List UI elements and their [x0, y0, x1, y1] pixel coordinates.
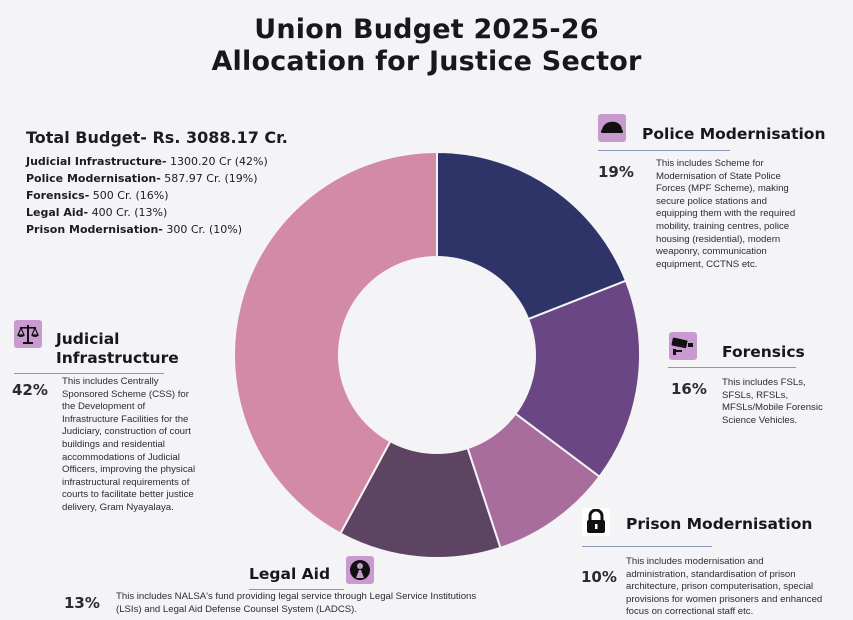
summary-label: Forensics-: [26, 189, 90, 202]
police-percent: 19%: [598, 163, 634, 181]
desc-line: Infrastructure Facilities for the: [62, 413, 189, 425]
desc-line: Modernisation of State Police: [656, 170, 781, 182]
summary-label: Legal Aid-: [26, 206, 89, 219]
donut-hole: [338, 256, 536, 454]
judicial-title-line-2: Infrastructure: [56, 349, 179, 367]
summary-row-forensics: Forensics- 500 Cr. (16%): [26, 187, 268, 204]
desc-line: mobility, training centres, police: [656, 220, 790, 232]
summary-row-prison: Prison Modernisation- 300 Cr. (10%): [26, 221, 268, 238]
summary-label: Prison Modernisation-: [26, 223, 163, 236]
forensics-description: This includes FSLs, SFSLs, RFSLs, MFSLs/…: [722, 377, 847, 427]
desc-line: accommodations of Judicial: [62, 451, 180, 463]
budget-summary: Judicial Infrastructure- 1300.20 Cr (42%…: [26, 153, 268, 238]
lawyer-icon: [346, 556, 374, 584]
summary-value: 500 Cr. (16%): [89, 189, 169, 202]
desc-line: courts to facilitate better justice: [62, 489, 194, 501]
desc-line: This includes modernisation and: [626, 556, 764, 567]
legal-aid-divider: [249, 589, 344, 590]
summary-row-police: Police Modernisation- 587.97 Cr. (19%): [26, 170, 268, 187]
desc-line: delivery, Gram Nyayalaya.: [62, 501, 174, 513]
judicial-percent: 42%: [12, 381, 48, 399]
scales-of-justice-icon: [14, 320, 42, 348]
desc-line: This includes Centrally: [62, 376, 159, 387]
desc-line: administration, standardisation of priso…: [626, 568, 796, 580]
slice-forensics: [434, 279, 641, 479]
police-divider: [598, 150, 730, 151]
desc-line: infrastructural requirements of: [62, 476, 190, 488]
summary-row-legal-aid: Legal Aid- 400 Cr. (13%): [26, 204, 268, 221]
desc-line: housing (residential), modern: [656, 233, 781, 245]
desc-line: equipment, CCTNS etc.: [656, 258, 758, 270]
padlock-icon: [582, 508, 610, 536]
cctv-camera-icon: [669, 332, 697, 360]
desc-line: buildings and residential: [62, 438, 165, 450]
desc-line: architecture, prison computerisation, sp…: [626, 581, 814, 593]
desc-line: (LSIs) and Legal Aid Defense Counsel Sys…: [116, 603, 358, 615]
prison-divider: [582, 546, 712, 547]
slice-legal-aid: [338, 352, 502, 559]
desc-line: weaponry, communication: [656, 246, 767, 258]
police-cap-icon: [598, 114, 626, 142]
desc-line: provisions for women prisoners and enhan…: [626, 593, 823, 605]
summary-row-judicial: Judicial Infrastructure- 1300.20 Cr (42%…: [26, 153, 268, 170]
desc-line: the Development of: [62, 401, 146, 413]
desc-line: Science Vehicles.: [722, 414, 798, 426]
police-title: Police Modernisation: [642, 125, 826, 143]
legal-aid-percent: 13%: [64, 594, 100, 612]
legal-aid-description: This includes NALSA's fund providing leg…: [116, 591, 531, 616]
chart-title-line-2: Allocation for Justice Sector: [211, 46, 642, 77]
desc-line: secure police stations and: [656, 195, 767, 207]
forensics-title: Forensics: [722, 343, 805, 361]
legal-aid-title: Legal Aid: [249, 565, 331, 583]
summary-value: 400 Cr. (13%): [88, 206, 168, 219]
judicial-divider: [14, 373, 164, 374]
desc-line: focus on correctional staff etc.: [626, 606, 754, 618]
desc-line: Forces (MPF Scheme), making: [656, 183, 789, 195]
desc-line: This includes NALSA's fund providing leg…: [116, 591, 477, 602]
forensics-divider: [668, 367, 796, 368]
police-description: This includes Scheme for Modernisation o…: [656, 158, 846, 271]
desc-line: This includes FSLs,: [722, 377, 806, 388]
prison-title: Prison Modernisation: [626, 515, 813, 533]
summary-label: Police Modernisation-: [26, 172, 161, 185]
desc-line: MFSLs/Mobile Forensic: [722, 402, 823, 414]
forensics-percent: 16%: [671, 380, 707, 398]
judicial-title-line-1: Judicial: [56, 330, 120, 348]
desc-line: Officers, improving the physical: [62, 464, 196, 476]
desc-line: SFSLs, RFSLs,: [722, 389, 789, 401]
desc-line: Judiciary, construction of court: [62, 426, 191, 438]
judicial-description: This includes Centrally Sponsored Scheme…: [62, 376, 237, 515]
summary-value: 587.97 Cr. (19%): [160, 172, 258, 185]
judicial-title: Judicial Infrastructure: [56, 330, 179, 368]
prison-percent: 10%: [581, 568, 617, 586]
total-budget: Total Budget- Rs. 3088.17 Cr.: [26, 128, 288, 147]
summary-label: Judicial Infrastructure-: [26, 155, 167, 168]
prison-description: This includes modernisation and administ…: [626, 556, 851, 619]
desc-line: Sponsored Scheme (CSS) for: [62, 388, 189, 400]
summary-value: 1300.20 Cr (42%): [166, 155, 268, 168]
desc-line: This includes Scheme for: [656, 158, 764, 169]
summary-value: 300 Cr. (10%): [162, 223, 243, 236]
desc-line: equipping them with the required: [656, 208, 796, 220]
chart-title-line-1: Union Budget 2025-26: [254, 14, 599, 45]
